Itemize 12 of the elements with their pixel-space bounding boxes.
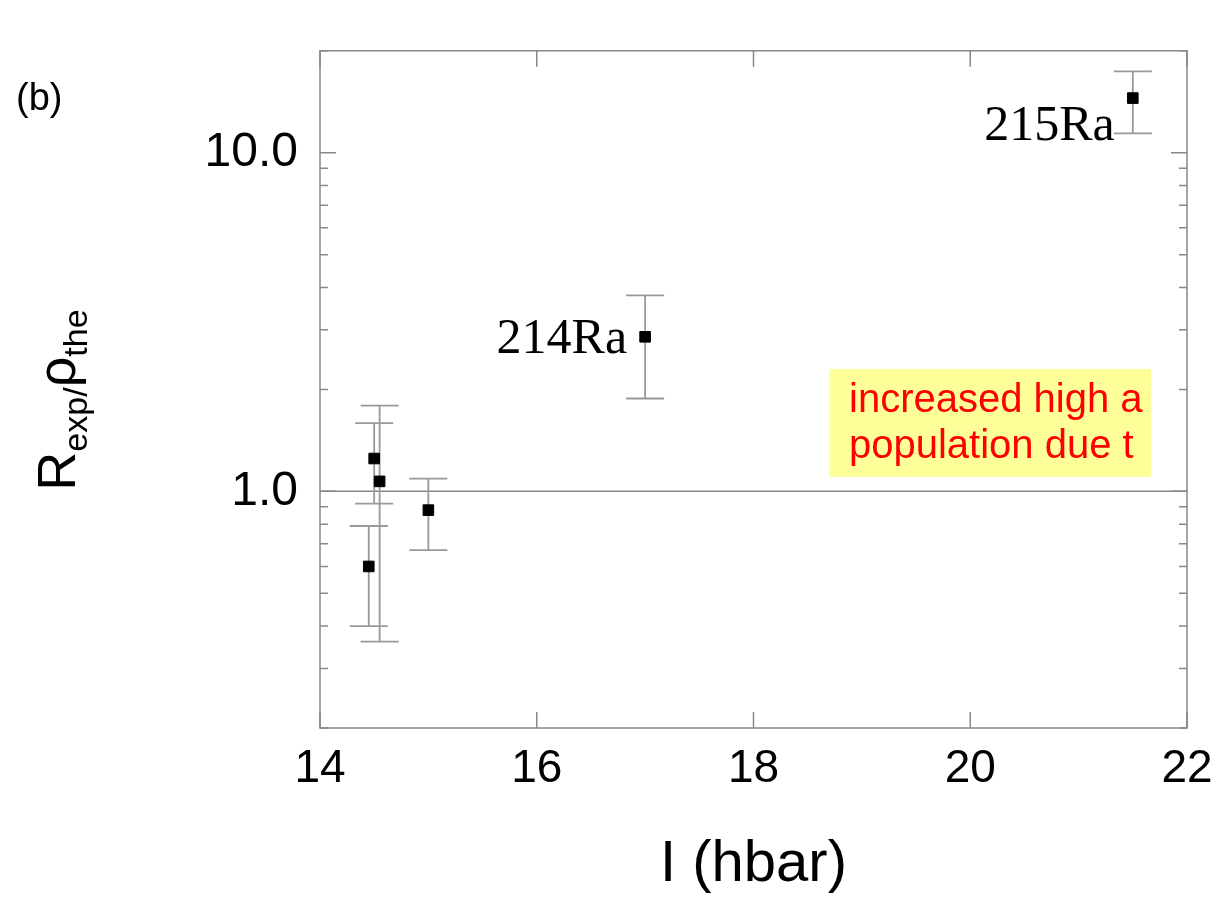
annotation: 215Ra (984, 94, 1115, 153)
x-axis-title: I (hbar) (660, 828, 847, 894)
y-tick-label: 1.0 (231, 461, 298, 515)
annotation: increased high a population due t (829, 369, 1151, 477)
y-tick-label: 10.0 (204, 122, 298, 176)
x-tick-label: 16 (511, 740, 563, 793)
annotation: 214Ra (496, 306, 628, 365)
x-tick-label: 14 (294, 740, 346, 793)
x-tick-label: 18 (727, 740, 780, 793)
x-tick-label: 20 (944, 740, 996, 793)
text: (b) (16, 76, 63, 119)
x-tick-label: 22 (1161, 740, 1213, 793)
